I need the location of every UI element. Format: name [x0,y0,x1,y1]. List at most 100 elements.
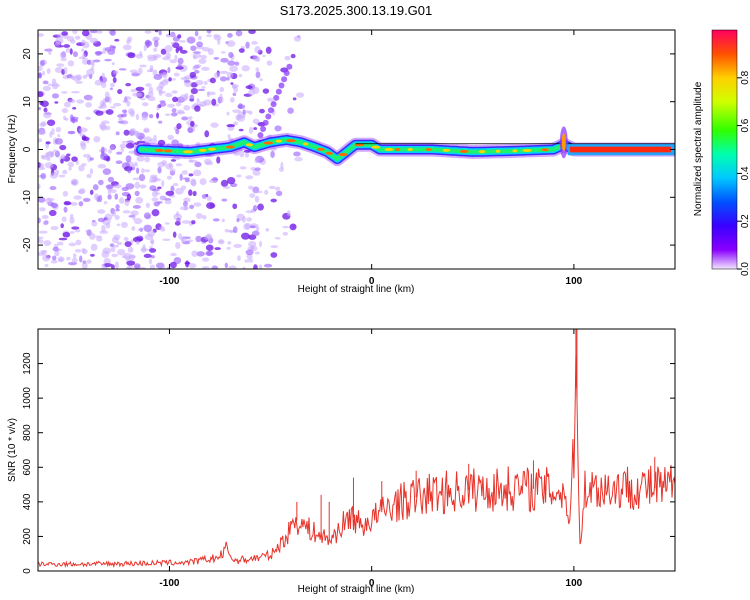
spectrogram-speckle [97,163,107,169]
spectrogram-speckle [124,199,130,207]
spectrogram-speckle [144,156,151,163]
spectrogram-speckle [176,211,180,217]
spectrogram-speckle [201,85,206,89]
spectrogram-speckle [89,157,94,161]
spectrogram-speckle [104,125,111,131]
spectrogram-speckle [161,265,166,269]
y-tick-label: -10 [22,190,33,205]
spectrogram-speckle [123,252,132,260]
spectrogram-speckle [169,59,178,64]
spectrogram-speckle [171,108,177,113]
spectrogram-speckle [212,218,220,222]
spectrogram-speckle [61,108,69,114]
ridge-hotspot [154,148,164,152]
spectrogram-speckle [145,202,151,208]
spectrogram-speckle [183,75,192,80]
spectrogram-speckle [75,80,83,84]
spectrogram-speckle [252,86,260,94]
ridge-hotspot [407,148,413,151]
spectrogram-speckle [40,172,47,180]
spectrogram-speckle [87,155,92,163]
colorbar-tick-label: 0.8 [740,70,750,84]
spectrogram-speckle [195,212,203,220]
spectrogram-speckle [52,255,57,261]
spectrogram-speckle [61,90,68,94]
spectrogram-speckle [46,151,55,156]
spectrogram-speckle [122,99,128,104]
spectrogram-streak [262,119,269,126]
spectrogram-speckle [259,240,263,248]
spectrogram-speckle [130,88,137,93]
spectrogram-speckle [81,30,90,37]
colorbar-tick-label: 0.6 [740,118,750,132]
spectrogram-speckle [70,75,76,80]
spectrogram-speckle [232,109,242,114]
spectrogram-speckle [190,120,195,127]
ridge-hotspot [164,149,173,153]
spectrogram-speckle [230,82,234,85]
spectrogram-speckle [101,224,106,233]
spectrogram-speckle [243,149,251,153]
spectrogram-speckle [99,122,107,130]
spectrogram-speckle [42,220,48,226]
spectrogram-speckle [115,208,120,212]
ridge-hotspot [275,139,282,143]
spectrogram-speckle [64,101,71,108]
spectrogram-speckle [213,34,221,38]
spectrogram-speckle [203,234,213,241]
spectrogram-speckle [79,140,86,147]
spectrogram-speckle [177,46,183,51]
ridge-hotspot [512,149,518,153]
spectrogram-speckle [140,247,147,253]
spectrogram-speckle [51,78,57,84]
spectrogram-speckle [61,54,67,59]
spectrogram-speckle [244,259,249,263]
spectrogram-speckle [245,41,250,49]
spectrogram-speckle [122,44,132,51]
spectrogram-speckle [246,217,253,222]
spectrogram-speckle [210,122,219,128]
spectrogram-speckle [294,157,303,162]
spectrogram-speckle [259,108,265,114]
spectrogram-speckle [278,166,285,172]
spectrogram-speckle [43,240,52,246]
spectrogram-speckle [177,57,184,65]
spectrogram-speckle [38,239,44,244]
spectrogram-speckle [238,48,245,53]
ridge-hotspot [522,148,532,152]
spectrogram-speckle [172,231,177,238]
spectrogram-speckle [153,134,157,140]
spectrogram-speckle [177,64,182,69]
spectrogram-speckle [103,257,111,265]
spectrogram-speckle [182,240,191,245]
spectrogram-speckle [201,66,210,71]
ridge-hotspot [371,145,381,149]
spectrogram-speckle [86,59,92,65]
spectrogram-x-label: Height of straight line (km) [298,284,415,295]
spectrogram-speckle [190,45,197,52]
spectrogram-speckle [250,244,254,251]
spectrogram-speckle [134,161,138,166]
spectrogram-speckle [172,156,181,161]
spectrogram-speckle [180,49,188,54]
spectrogram-speckle [44,162,54,169]
spectrogram-speckle [127,52,136,59]
spectrogram-speckle [191,250,198,258]
spectrogram-speckle [149,180,156,183]
spectrogram-speckle [175,241,181,250]
spectrogram-speckle [181,170,188,175]
spectrogram-speckle [134,181,141,189]
spectrogram-speckle [129,69,138,74]
spectrogram-speckle [102,247,112,255]
snr-series-line [38,355,675,569]
spectrogram-speckle [62,190,69,197]
spectrogram-speckle [290,53,296,59]
spectrogram-speckle [45,197,52,205]
spectrogram-speckle [206,202,215,210]
spectrogram-speckle [173,256,182,265]
spectrogram-speckle [194,105,201,112]
spectrogram-speckle [170,112,178,117]
spectrogram-speckle [252,204,258,212]
spectrogram-speckle [141,115,148,121]
spectrogram-speckle [42,254,51,262]
